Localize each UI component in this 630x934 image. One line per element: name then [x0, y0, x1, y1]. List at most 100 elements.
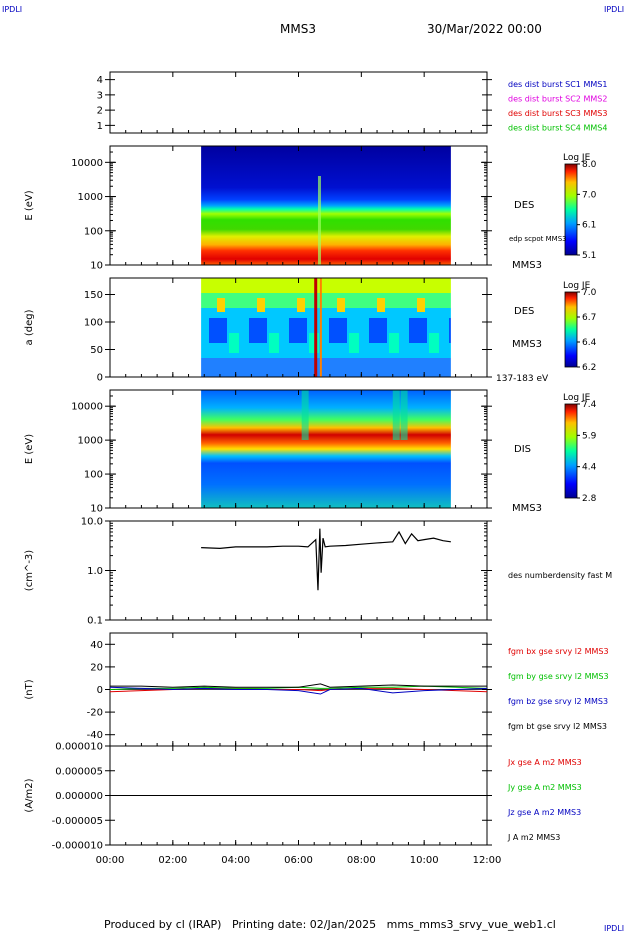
corner-tag-bottom-right: IPDLI	[604, 924, 625, 933]
panel-burst-indicator	[105, 71, 492, 134]
y-tick-label: 150	[84, 290, 103, 301]
panel-des-pitch	[105, 277, 580, 378]
colorbar-label: 2.8	[582, 494, 597, 504]
y-tick-label: 0.000005	[55, 766, 103, 777]
y-tick-label: 0.000010	[55, 742, 103, 753]
y-tick-label: 1	[97, 121, 103, 132]
time-tick-label: 04:00	[221, 855, 250, 866]
y-tick-label: 50	[90, 345, 103, 356]
corner-tag-top-right: IPDLI	[604, 5, 625, 14]
time-tick-label: 06:00	[284, 855, 313, 866]
y-tick-label: 1.0	[87, 566, 103, 577]
legend-entry: des dist burst SC3 MMS3	[508, 109, 607, 118]
legend-entry: des dist burst SC1 MMS1	[508, 80, 607, 89]
series-label: Jy gse A m2 MMS3	[507, 783, 582, 792]
panel-frame	[109, 71, 488, 134]
y-tick-label: 100	[84, 318, 103, 329]
spectrogram-spike	[317, 176, 321, 265]
y-axis-label: (cm^-3)	[24, 550, 35, 591]
y-axis-label: (A/m2)	[24, 778, 35, 812]
y-tick-label: 0	[97, 373, 103, 384]
y-tick-label: 10000	[71, 402, 103, 413]
spectrogram-streak	[392, 390, 400, 440]
spectrogram	[201, 390, 451, 508]
spectrogram	[201, 146, 451, 265]
spectrogram	[201, 278, 451, 377]
time-tick-label: 08:00	[347, 855, 376, 866]
energy-range-label: 137-183 eV	[496, 374, 549, 384]
y-tick-label: 0	[97, 685, 103, 696]
colorbar-label: 7.4	[582, 400, 597, 410]
series-label: fgm bt gse srvy l2 MMS3	[508, 722, 607, 731]
colorbar	[564, 291, 578, 368]
colorbar-title: Log JE	[563, 393, 591, 403]
y-tick-label: 1000	[78, 192, 103, 203]
colorbar-label: 6.7	[582, 313, 596, 323]
spacecraft-label: MMS3	[512, 339, 542, 350]
colorbar-label: 5.9	[582, 431, 597, 441]
y-tick-label: 0.000000	[55, 791, 103, 802]
y-axis-label: E (eV)	[24, 434, 35, 464]
y-tick-label: -0.000005	[52, 816, 103, 827]
colorbar-label: 8.0	[582, 160, 597, 170]
y-tick-label: 3	[97, 90, 103, 101]
y-tick-label: -20	[87, 708, 103, 719]
y-tick-label: 2	[97, 106, 103, 117]
y-tick-label: 20	[90, 662, 103, 673]
colorbar-label: 5.1	[582, 251, 596, 261]
colorbar-label: 4.4	[582, 463, 597, 473]
y-tick-label: 10.0	[81, 517, 103, 528]
y-tick-label: 4	[97, 75, 103, 86]
y-tick-label: 100	[84, 470, 103, 481]
time-tick-label: 12:00	[473, 855, 502, 866]
panel-dis-energy	[105, 389, 580, 509]
colorbar-title: Log JE	[563, 281, 591, 291]
y-tick-label: 0.1	[87, 616, 103, 627]
footer-credits: Produced by cl (IRAP) Printing date: 02/…	[104, 918, 556, 931]
date-stamp: 30/Mar/2022 00:00	[427, 22, 542, 36]
spacecraft-label: MMS3	[512, 503, 542, 514]
series-label: J A m2 MMS3	[507, 833, 560, 842]
colorbar	[564, 403, 578, 499]
pitch-stripe	[319, 278, 322, 377]
panel-magnetic-field	[105, 632, 492, 747]
panel-density	[105, 520, 492, 621]
panel-current-density	[105, 745, 492, 846]
panel-frame	[109, 520, 488, 621]
time-tick-label: 02:00	[158, 855, 187, 866]
series-line	[110, 683, 487, 688]
series-label: Jz gse A m2 MMS3	[507, 808, 581, 817]
series-line	[109, 686, 488, 695]
overlay-label: edp scpot MMS3	[509, 235, 567, 243]
colorbar-label: 7.0	[582, 288, 597, 298]
series-label: fgm bz gse srvy l2 MMS3	[508, 697, 608, 706]
pitch-stripe	[314, 278, 318, 377]
colorbar-label: 6.1	[582, 221, 596, 231]
y-axis-label: E (eV)	[24, 190, 35, 220]
time-tick-label: 00:00	[96, 855, 125, 866]
panel-des-energy	[105, 145, 580, 266]
y-tick-label: -0.000010	[52, 841, 103, 852]
y-tick-label: 10	[90, 504, 103, 515]
page-title: MMS3	[280, 22, 316, 36]
series-label: fgm by gse srvy l2 MMS3	[508, 672, 609, 681]
series-label: Jx gse A m2 MMS3	[507, 758, 582, 767]
spectrogram-streak	[301, 390, 309, 440]
y-tick-label: 40	[90, 640, 103, 651]
series-label: des numberdensity fast M	[508, 571, 612, 580]
y-tick-label: 10	[90, 261, 103, 272]
instrument-label: DES	[514, 200, 534, 211]
y-tick-label: 1000	[78, 436, 103, 447]
colorbar-label: 7.0	[582, 190, 597, 200]
spectrogram-streak	[400, 390, 408, 440]
legend-entry: des dist burst SC4 MMS4	[508, 124, 607, 133]
instrument-label: DES	[514, 306, 534, 317]
legend-entry: des dist burst SC2 MMS2	[508, 95, 607, 104]
corner-tag-top-left: IPDLI	[2, 5, 23, 14]
colorbar-title: Log JE	[563, 153, 591, 163]
series-line	[201, 528, 451, 591]
colorbar	[564, 163, 578, 256]
y-axis-label: (nT)	[24, 679, 35, 699]
time-tick-label: 10:00	[410, 855, 439, 866]
